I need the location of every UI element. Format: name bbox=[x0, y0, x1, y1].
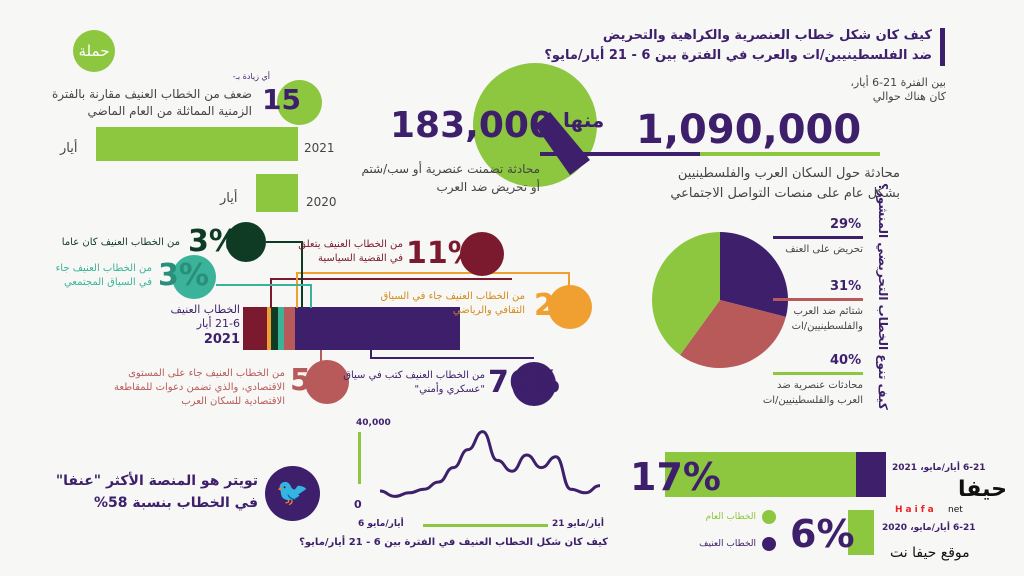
callout-circle-cultural bbox=[548, 285, 592, 329]
callout-line-political bbox=[270, 278, 272, 308]
callout-line-general bbox=[266, 241, 302, 243]
callout-text-social: من الخطاب العنيف جاء في السياق المجتمعي bbox=[55, 263, 152, 288]
callout-pct-military: 76% bbox=[488, 365, 560, 400]
callout-line-cultural bbox=[296, 272, 570, 274]
subset-label: منها bbox=[563, 108, 605, 132]
callout-line-economic bbox=[320, 350, 322, 362]
increase-value: 15 bbox=[262, 83, 301, 116]
pie-legend-bar bbox=[773, 372, 863, 375]
subset-value: 183,000 bbox=[390, 105, 554, 146]
callout-text-political: من الخطاب العنيف يتعلق في القضية السياسية bbox=[298, 239, 403, 264]
watermark-site: موقع حيفا نت bbox=[890, 545, 970, 561]
callout-line-military bbox=[370, 350, 372, 358]
stack-segment bbox=[284, 307, 296, 350]
twitter-icon: 🐦 bbox=[265, 466, 320, 521]
callout-circle-political bbox=[460, 232, 504, 276]
connector-line-green bbox=[700, 152, 880, 156]
callout-pct-cultural: 2% bbox=[534, 288, 585, 323]
stacked-bar bbox=[243, 307, 460, 350]
title-bar-accent bbox=[940, 28, 945, 66]
stack-segment bbox=[243, 307, 267, 350]
pie-legend-pct: 40% bbox=[830, 353, 862, 368]
pie-legend-pct: 29% bbox=[830, 217, 862, 232]
stack-segment bbox=[295, 307, 460, 350]
pie-title: كيف تنوع الخطاب التحريضي المنشور؟ bbox=[876, 183, 890, 410]
pie-chart bbox=[652, 232, 788, 368]
increase-prefix: أي زيادة بـ- bbox=[232, 72, 270, 81]
callout-line-social bbox=[310, 284, 312, 308]
bar-2020-month: أيار bbox=[220, 191, 238, 206]
bar-2020-year: 2020 bbox=[306, 195, 337, 209]
pie-legend-label: محادثات عنصرية ضد العرب والفلسطينيين/ات bbox=[762, 380, 863, 406]
total-desc: محادثة حول السكان العرب والفلسطينيين بشكل… bbox=[670, 166, 900, 201]
x-label-end: 21 أيار/مايو bbox=[552, 519, 604, 529]
pie-slice bbox=[720, 232, 788, 317]
pie-slice bbox=[680, 300, 786, 368]
pie-legend-bar bbox=[773, 236, 863, 239]
bar-general-2020 bbox=[848, 510, 874, 555]
callout-line-military bbox=[370, 357, 534, 359]
callout-pct-political: 11% bbox=[406, 236, 478, 271]
watermark-logo: حيفا bbox=[958, 477, 1007, 502]
callout-circle-economic bbox=[305, 360, 349, 404]
bar-2021-year: 2021 bbox=[304, 141, 335, 155]
callout-pct-social: 3% bbox=[158, 258, 209, 293]
callout-line-cultural bbox=[296, 272, 298, 308]
line-series bbox=[379, 430, 601, 498]
legend-general-dot bbox=[762, 510, 776, 524]
pct-2020: 6% bbox=[790, 512, 855, 556]
legend-violent-dot bbox=[762, 537, 776, 551]
callout-circle-social bbox=[172, 255, 216, 299]
pie-legend-label: شتائم ضد العرب والفلسطينيين/ات bbox=[791, 306, 863, 332]
callout-line-cultural bbox=[568, 272, 570, 286]
subset-circle bbox=[473, 63, 597, 187]
total-intro: بين الفترة 21-6 أيار، كان هناك حوالي bbox=[850, 76, 946, 103]
y-tick-max: 40,000 bbox=[356, 418, 391, 428]
stack-segment bbox=[271, 307, 278, 350]
pct-2021: 17% bbox=[630, 455, 721, 499]
increase-desc: ضعف من الخطاب العنيف مقارنة بالفترة الزمن… bbox=[52, 87, 252, 118]
callout-line-general bbox=[301, 241, 303, 308]
line-caption: كيف كان شكل الخطاب العنيف في الفترة بين … bbox=[299, 537, 608, 548]
line-chart bbox=[379, 430, 601, 498]
callout-pct-economic: 5% bbox=[290, 363, 341, 398]
watermark-latin: Haifa bbox=[895, 505, 937, 515]
callout-text-economic: من الخطاب العنيف جاء على المستوى الاقتصاد… bbox=[114, 368, 285, 407]
callout-circle-military bbox=[512, 362, 556, 406]
y-tick-min: 0 bbox=[354, 498, 362, 511]
bar-violent-2021 bbox=[856, 452, 886, 497]
bar-2020 bbox=[256, 174, 298, 212]
x-range-bar bbox=[423, 524, 548, 527]
period-2021: 6-21 أيار/مايو، 2021 bbox=[892, 463, 986, 473]
callout-text-general: من الخطاب العنيف كان عاما bbox=[61, 237, 180, 248]
legend-general: الخطاب العام bbox=[705, 512, 756, 522]
twitter-statement: تويتر هو المنصة الأكثر "عنفا" في الخطاب ب… bbox=[55, 473, 258, 511]
callout-text-cultural: من الخطاب العنيف جاء في السياق الثقافي وا… bbox=[380, 291, 525, 316]
callout-text-military: من الخطاب العنيف كتب في سياق "عسكري وأمني… bbox=[343, 370, 485, 395]
watermark-net: net bbox=[948, 505, 963, 515]
subset-desc: محادثة تضمنت عنصرية أو سب/شتم أو تحريض ضد… bbox=[361, 162, 540, 194]
callout-line-social bbox=[216, 284, 310, 286]
callout-line-political bbox=[270, 278, 512, 280]
pie-slice bbox=[652, 232, 720, 356]
legend-violent: الخطاب العنيف bbox=[699, 539, 756, 549]
stack-segment bbox=[277, 307, 285, 350]
x-label-start: 6 أيار/مايو bbox=[358, 519, 404, 529]
total-value: 1,090,000 bbox=[636, 107, 862, 153]
bar-2021 bbox=[96, 127, 298, 161]
period-2020: 6-21 أيار/مايو، 2020 bbox=[882, 523, 976, 533]
stacked-bar-label: الخطاب العنيف 21-6 أيار 2021 bbox=[170, 303, 240, 347]
bar-2021-month: أيار bbox=[60, 141, 78, 156]
logo: حملة bbox=[73, 30, 115, 72]
pie-legend-pct: 31% bbox=[830, 279, 862, 294]
increase-circle bbox=[277, 80, 322, 125]
stack-segment bbox=[266, 307, 272, 350]
y-axis bbox=[358, 432, 361, 484]
bar-general-2021 bbox=[665, 452, 857, 497]
callout-pct-general: 3% bbox=[188, 224, 239, 259]
pie-legend-label: تحريض على العنف bbox=[785, 244, 863, 255]
pie-legend-bar bbox=[773, 298, 863, 301]
page-title: كيف كان شكل خطاب العنصرية والكراهية والت… bbox=[544, 28, 932, 63]
callout-circle-general bbox=[226, 222, 266, 262]
